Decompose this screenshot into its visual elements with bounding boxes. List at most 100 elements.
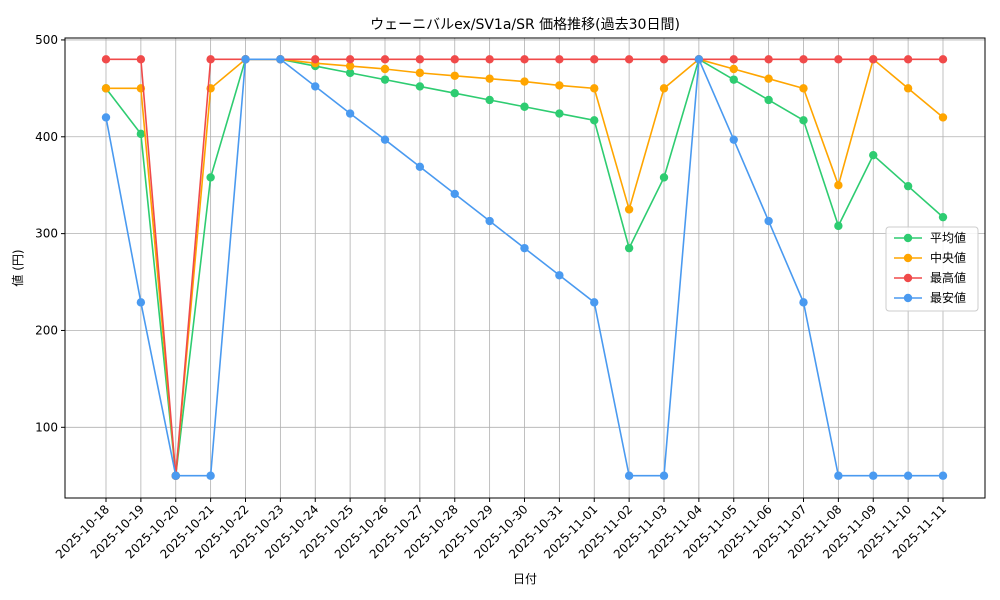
data-point — [624, 243, 634, 253]
data-point — [276, 55, 285, 64]
data-point — [590, 116, 599, 125]
data-point — [345, 109, 355, 118]
data-point — [869, 55, 878, 64]
legend-item: 最安値 — [894, 290, 966, 305]
data-point — [694, 55, 704, 64]
legend-swatch-marker — [903, 293, 913, 303]
data-point — [659, 471, 669, 480]
data-point — [311, 82, 320, 91]
series-lines — [101, 55, 948, 480]
y-tick-label: 200 — [35, 323, 58, 337]
legend-swatch-marker — [903, 253, 913, 263]
data-point — [834, 181, 843, 190]
data-point — [938, 55, 948, 64]
y-axis-label: 値 (円) — [10, 249, 25, 286]
y-tick-label: 400 — [35, 130, 58, 144]
chart-title: ウェーニバルex/SV1a/SR 価格推移(過去30日間) — [370, 17, 680, 33]
data-point — [380, 75, 390, 84]
data-point — [659, 55, 669, 64]
data-point — [555, 55, 564, 64]
data-point — [136, 129, 146, 139]
data-point — [380, 135, 390, 144]
data-point — [869, 471, 878, 480]
data-point — [415, 162, 425, 171]
data-point — [520, 102, 529, 111]
y-tick-label: 300 — [35, 227, 58, 241]
data-point — [834, 55, 843, 64]
legend-label: 最高値 — [930, 270, 966, 285]
data-point — [729, 55, 738, 64]
legend-box — [885, 226, 979, 312]
data-point — [834, 471, 843, 480]
series-4 — [101, 55, 948, 480]
data-point — [485, 95, 494, 105]
legend-swatch-marker — [903, 273, 913, 283]
legend-label: 平均値 — [930, 230, 966, 245]
y-tick-label: 100 — [35, 420, 58, 434]
data-point — [101, 55, 111, 64]
y-axis: 100 200 300 400 500 — [35, 33, 65, 434]
data-point — [555, 81, 564, 90]
data-point — [624, 205, 634, 214]
data-point — [520, 77, 529, 86]
legend-item: 中央値 — [894, 250, 966, 265]
y-tick-label: 500 — [35, 33, 58, 47]
data-point — [311, 55, 320, 64]
data-point — [764, 216, 773, 226]
data-point — [485, 55, 494, 64]
data-point — [938, 212, 948, 222]
data-point — [345, 61, 355, 71]
data-point — [136, 298, 146, 307]
legend-swatch-marker — [903, 233, 913, 243]
data-point — [345, 55, 355, 64]
data-point — [555, 271, 564, 280]
data-point — [345, 68, 355, 78]
data-point — [485, 74, 494, 83]
data-point — [380, 64, 390, 74]
data-point — [624, 471, 634, 480]
data-point — [450, 71, 459, 80]
data-point — [241, 55, 250, 64]
data-point — [659, 84, 669, 93]
data-point — [903, 55, 913, 64]
data-point — [938, 113, 948, 122]
data-point — [380, 55, 390, 64]
data-point — [869, 150, 878, 160]
data-point — [799, 84, 808, 93]
data-point — [485, 216, 494, 226]
legend-item: 平均値 — [894, 230, 966, 245]
data-point — [450, 55, 459, 64]
legend-item: 最高値 — [894, 270, 966, 285]
data-point — [206, 173, 215, 182]
data-point — [136, 55, 146, 64]
data-point — [729, 64, 738, 74]
legend-label: 最安値 — [930, 290, 966, 305]
x-axis-label: 日付 — [513, 572, 537, 586]
data-point — [764, 55, 773, 64]
data-point — [520, 243, 529, 253]
data-point — [903, 181, 913, 191]
data-point — [520, 55, 529, 64]
data-point — [450, 189, 459, 199]
legend-label: 中央値 — [930, 250, 966, 265]
data-point — [415, 82, 425, 91]
data-point — [938, 471, 948, 480]
data-point — [590, 84, 599, 93]
data-point — [101, 113, 111, 122]
data-point — [590, 55, 599, 64]
data-point — [729, 75, 738, 84]
data-point — [206, 471, 215, 480]
data-point — [834, 221, 843, 231]
data-point — [799, 116, 808, 125]
data-point — [764, 74, 773, 83]
data-point — [590, 298, 599, 307]
data-point — [555, 109, 564, 118]
data-point — [415, 68, 425, 78]
data-point — [764, 95, 773, 105]
data-point — [799, 55, 808, 64]
data-point — [171, 471, 180, 480]
data-point — [624, 55, 634, 64]
data-point — [450, 89, 459, 98]
